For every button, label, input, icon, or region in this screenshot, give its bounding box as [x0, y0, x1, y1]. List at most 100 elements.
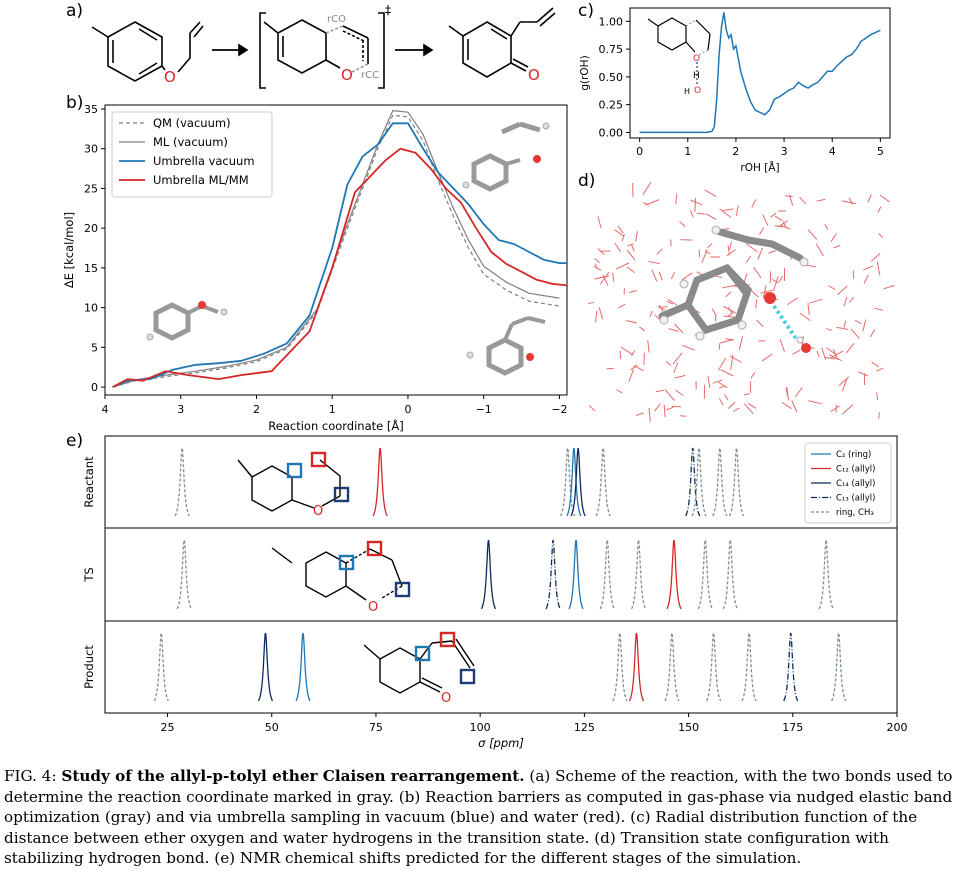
- x-tick-label: 50: [265, 721, 279, 734]
- nmr-peak-ring: [705, 632, 722, 702]
- water-molecule: [630, 350, 636, 356]
- water-molecule: [597, 216, 602, 229]
- nmr-peak-ring: [818, 539, 834, 610]
- water-molecule: [704, 189, 717, 198]
- y-tick-label: 20: [84, 222, 98, 235]
- series-line-3: [112, 147, 568, 388]
- water-molecule: [718, 381, 728, 389]
- water-molecule: [663, 404, 666, 418]
- nmr-legend: C₂ (ring) C₁₂ (allyl) C₁₄ (allyl) C₁₃ (ally…: [804, 442, 892, 524]
- water-molecule: [794, 387, 803, 398]
- x-tick-label: 1: [329, 403, 336, 416]
- water-molecule: [679, 221, 686, 227]
- water-molecule: [724, 394, 729, 401]
- y-tick-label: 5: [91, 341, 98, 354]
- water-molecule: [848, 197, 854, 205]
- x-tick-label: −2: [551, 403, 567, 416]
- water-molecule: [833, 244, 841, 249]
- water-molecule: [726, 249, 736, 257]
- nmr-peak-c12: [628, 632, 645, 702]
- water-molecule: [718, 385, 726, 389]
- water-molecule: [666, 300, 674, 305]
- water-molecule: [639, 326, 645, 332]
- product-molecule-image: [466, 316, 546, 376]
- water-molecule: [673, 362, 679, 373]
- water-molecule: [627, 243, 634, 247]
- nmr-product-oxygen: O: [441, 691, 451, 706]
- water-molecule: [837, 285, 848, 296]
- water-molecule: [614, 229, 625, 237]
- water-molecule: [594, 275, 610, 280]
- nmr-peak-ring: [697, 539, 713, 610]
- x-tick-label: 2: [732, 145, 739, 158]
- water-molecule: [615, 262, 630, 270]
- water-molecule: [848, 296, 855, 303]
- water-molecule: [807, 229, 818, 240]
- water-molecule: [656, 248, 663, 256]
- water-molecule: [696, 212, 706, 215]
- nmr-peak-ring: [612, 632, 628, 702]
- water-molecule: [845, 342, 855, 354]
- water-molecule: [769, 271, 772, 284]
- x-tick-label: 150: [678, 721, 699, 734]
- y-tick-label: 15: [84, 262, 98, 275]
- water-molecule: [874, 307, 884, 311]
- water-molecule: [635, 412, 644, 416]
- ts-rcc-label: rCC: [361, 70, 379, 81]
- nmr-reactant-structure: [237, 451, 350, 512]
- x-tick-label: 3: [177, 403, 184, 416]
- water-molecule: [774, 225, 783, 228]
- water-molecule: [720, 369, 734, 377]
- ts-oxygen-label: O: [341, 66, 353, 84]
- ts-solvated-snapshot: [588, 181, 895, 423]
- water-molecule: [774, 215, 783, 222]
- water-molecule: [808, 400, 822, 405]
- water-molecule: [843, 320, 847, 328]
- x-axis-label: rOH [Å]: [740, 161, 779, 174]
- water-molecule: [588, 301, 595, 305]
- water-molecule: [621, 234, 625, 242]
- nmr-peak-ring: [174, 447, 190, 517]
- x-tick-label: 100: [470, 721, 491, 734]
- water-molecule: [876, 392, 879, 400]
- caption-title: Study of the allyl-p-tolyl ether Claisen…: [61, 767, 525, 785]
- water-molecule: [725, 338, 734, 341]
- water-molecule: [674, 374, 686, 379]
- nmr-peak-ring: [630, 539, 647, 610]
- water-molecule: [778, 220, 789, 227]
- y-tick-label: 0.50: [599, 71, 624, 84]
- water-molecule: [682, 344, 695, 351]
- water-molecule: [878, 233, 884, 239]
- water-molecule: [616, 389, 623, 394]
- water-molecule: [626, 320, 637, 324]
- water-molecule: [787, 297, 798, 306]
- water-molecule: [648, 261, 660, 265]
- water-molecule: [808, 298, 823, 304]
- water-molecule: [746, 243, 758, 253]
- rdf-inset-o2: O: [694, 86, 701, 96]
- nmr-peak-ring: [728, 447, 745, 517]
- water-molecule: [799, 312, 811, 322]
- water-molecule: [770, 212, 777, 218]
- x-tick-label: 0: [636, 145, 643, 158]
- water-molecule: [595, 310, 598, 323]
- water-molecule: [838, 376, 850, 386]
- water-molecule: [733, 407, 740, 412]
- water-molecule: [758, 227, 765, 235]
- plot-frame: [104, 104, 568, 396]
- water-molecule: [729, 241, 732, 250]
- water-molecule: [762, 285, 767, 299]
- water-molecule: [756, 319, 764, 327]
- nmr-peak-ring: [722, 539, 738, 610]
- x-tick-label: 75: [369, 721, 383, 734]
- water-molecule: [830, 233, 837, 242]
- water-molecule: [816, 198, 826, 202]
- water-molecule: [628, 369, 635, 382]
- water-molecule: [723, 315, 737, 318]
- nmr-peak-c2: [566, 447, 582, 517]
- nmr-peak-c12: [372, 447, 388, 517]
- water-molecule: [725, 291, 732, 298]
- y-tick-label: 0: [91, 381, 98, 394]
- water-molecule: [757, 247, 764, 260]
- caption-body: (a) Scheme of the reaction, with the two…: [4, 767, 953, 868]
